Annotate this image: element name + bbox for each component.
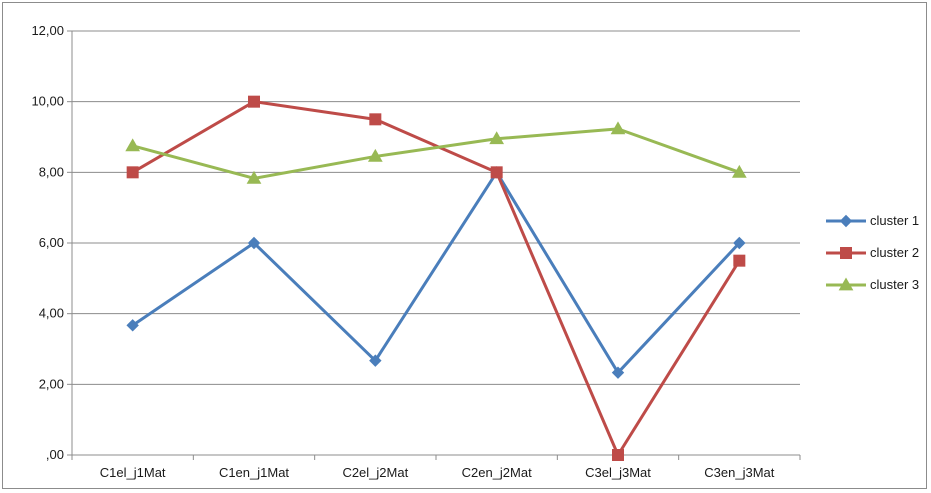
data-point (610, 121, 626, 135)
data-point (126, 319, 139, 332)
x-tick-label: C3el_j3Mat (585, 465, 651, 480)
legend-label: cluster 1 (870, 213, 919, 228)
data-point (612, 449, 624, 461)
x-tick-label: C2en_j2Mat (462, 465, 532, 480)
data-point (489, 131, 505, 145)
y-axis-tick-labels: ,00 2,00 4,00 6,00 8,00 10,00 12,00 (31, 23, 64, 462)
series-cluster-2 (126, 95, 746, 461)
series-cluster-3 (125, 121, 747, 184)
y-tick-label: ,00 (46, 447, 64, 462)
legend-entry: cluster 2 (826, 245, 919, 260)
legend-swatch-marker (838, 277, 854, 291)
legend-label: cluster 3 (870, 277, 919, 292)
x-tick-label: C1en_j1Mat (219, 465, 289, 480)
legend-entry: cluster 3 (826, 277, 919, 292)
y-tick-label: 8,00 (39, 164, 64, 179)
data-point (733, 236, 746, 250)
y-tick-label: 12,00 (31, 23, 64, 38)
legend-entry: cluster 1 (826, 213, 919, 228)
x-tick-label: C1el_j1Mat (100, 465, 166, 480)
series-cluster-1 (126, 166, 746, 379)
data-point (248, 95, 260, 108)
y-tick-label: 10,00 (31, 94, 64, 109)
data-point (733, 254, 746, 267)
data-point (246, 170, 262, 184)
x-tick-label: C3en_j3Mat (704, 465, 774, 480)
data-point (369, 113, 382, 126)
gridlines (72, 30, 800, 385)
legend-swatch-marker (840, 247, 852, 259)
x-axis-tick-labels: C1el_j1Mat C1en_j1Mat C2el_j2Mat C2en_j2Mat… (100, 465, 775, 480)
data-point (369, 354, 382, 367)
line-chart: ,00 2,00 4,00 6,00 8,00 10,00 12,00 C1el_j1Mat… (31, 23, 919, 480)
data-point (490, 166, 503, 179)
y-tick-label: 4,00 (39, 306, 64, 321)
series-line (132, 127, 740, 180)
axes (67, 30, 801, 460)
x-tick-label: C2el_j2Mat (342, 465, 408, 480)
y-tick-label: 2,00 (39, 376, 64, 391)
y-tick-label: 6,00 (39, 235, 64, 250)
legend-swatch-marker (839, 214, 853, 228)
legend-label: cluster 2 (870, 245, 919, 260)
legend: cluster 1 cluster 2 cluster 3 (826, 213, 919, 292)
data-point (126, 166, 139, 179)
series-line (131, 100, 741, 457)
series-line (131, 170, 741, 375)
data-point (367, 148, 383, 162)
data-point (247, 236, 261, 250)
series-lines (125, 95, 747, 461)
data-point (731, 164, 747, 178)
data-point (611, 366, 625, 379)
data-point (125, 138, 141, 152)
